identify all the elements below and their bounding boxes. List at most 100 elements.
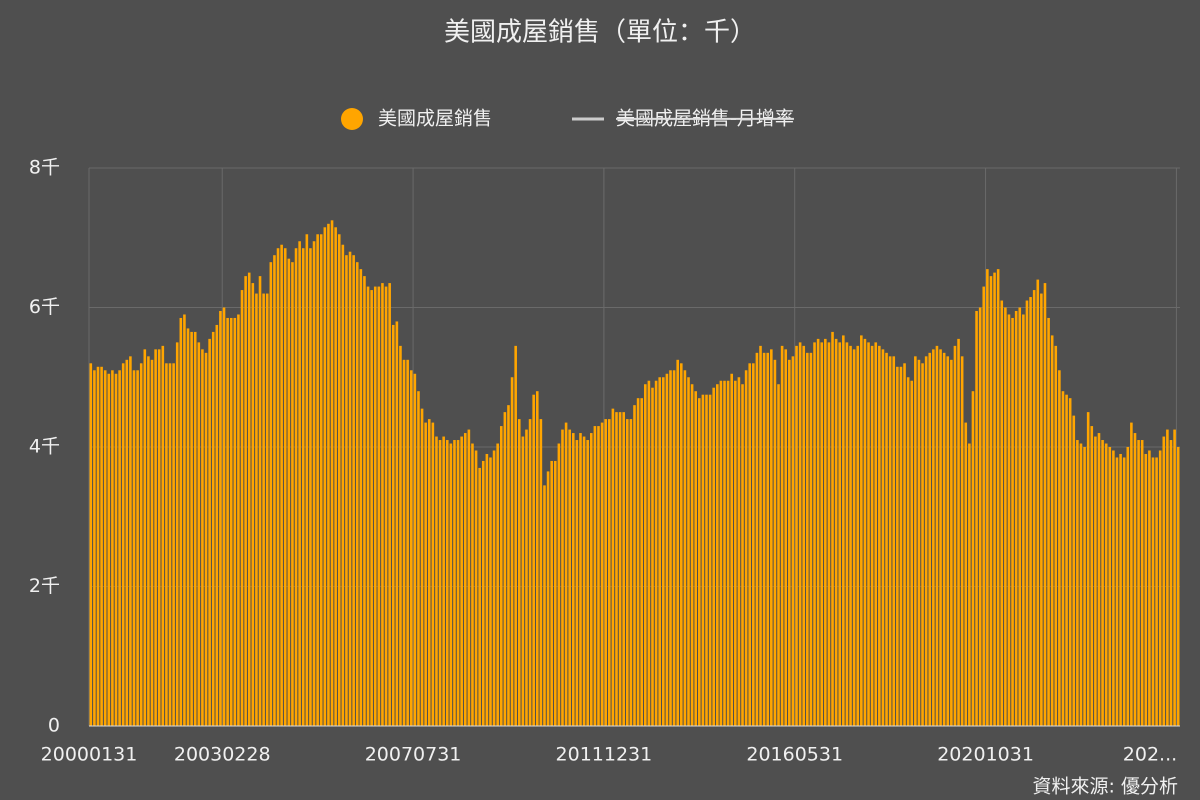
bar	[806, 352, 809, 726]
bar	[517, 419, 521, 726]
bar	[798, 342, 802, 726]
bar	[229, 317, 233, 726]
bar	[370, 290, 373, 726]
legend-marker	[341, 108, 363, 130]
bar	[510, 377, 514, 726]
bar	[885, 352, 888, 726]
bar	[986, 269, 989, 726]
bar	[809, 352, 813, 726]
bar	[957, 338, 960, 726]
bar	[665, 373, 669, 726]
bar	[100, 366, 103, 726]
bar	[125, 359, 129, 726]
bar	[788, 359, 791, 726]
bar	[438, 440, 442, 726]
bar	[906, 377, 910, 726]
bar	[175, 342, 179, 726]
bar	[298, 241, 301, 727]
legend-item[interactable]: 美國成屋銷售-月增率	[572, 108, 794, 130]
bar	[247, 272, 251, 726]
bar	[233, 317, 237, 726]
bar	[780, 345, 784, 726]
bar	[946, 356, 950, 726]
bar	[899, 366, 903, 726]
bar	[496, 443, 499, 726]
bar	[1022, 314, 1025, 726]
bar	[532, 394, 535, 726]
bar	[914, 356, 917, 726]
bar	[870, 345, 874, 726]
bar	[759, 345, 762, 726]
bar	[283, 248, 287, 726]
bar	[1176, 447, 1180, 726]
bar	[687, 377, 690, 726]
bar	[442, 436, 445, 726]
bar	[593, 426, 597, 726]
bar	[813, 342, 816, 726]
bar	[741, 384, 744, 726]
bar	[1050, 335, 1054, 726]
bar	[157, 349, 161, 726]
bar	[485, 453, 489, 726]
bar	[878, 345, 881, 726]
bar	[211, 331, 215, 726]
bar	[1025, 300, 1029, 726]
bar	[359, 269, 363, 726]
bar	[939, 349, 942, 726]
bar	[319, 234, 323, 726]
bar	[449, 443, 453, 726]
bar	[579, 433, 582, 726]
bar	[1144, 453, 1148, 726]
bar	[489, 457, 492, 726]
y-tick-label: 4千	[29, 436, 60, 458]
bar	[571, 433, 575, 726]
bar	[1047, 317, 1050, 726]
bar	[852, 349, 856, 726]
bar	[273, 255, 276, 726]
legend-item[interactable]: 美國成屋銷售	[341, 108, 492, 131]
bar	[896, 366, 899, 726]
bar	[204, 352, 208, 726]
bar	[676, 359, 680, 726]
bar	[622, 412, 625, 726]
bar	[874, 342, 878, 726]
bar	[1130, 422, 1133, 726]
bar	[662, 377, 665, 726]
bar	[978, 307, 982, 726]
bar	[791, 356, 795, 726]
bar	[276, 248, 280, 726]
bar	[1169, 440, 1173, 726]
bar	[1158, 450, 1162, 726]
bar	[1083, 447, 1086, 726]
bar	[1151, 457, 1155, 726]
bar	[917, 359, 921, 726]
bar	[950, 359, 953, 726]
bar	[993, 272, 996, 726]
bar	[586, 440, 589, 726]
bar	[161, 345, 165, 726]
x-tick-label: 20000131	[41, 744, 138, 766]
bar	[107, 373, 111, 726]
bar	[301, 248, 305, 726]
x-tick-label: 20070731	[365, 744, 462, 766]
bar	[186, 328, 190, 726]
bar	[831, 331, 834, 726]
bar	[762, 352, 766, 726]
bar	[964, 422, 968, 726]
bar	[1004, 307, 1007, 726]
bar	[348, 251, 352, 726]
bar	[975, 310, 978, 726]
bar	[1119, 453, 1122, 726]
bar	[1133, 433, 1137, 726]
bar	[406, 359, 409, 726]
bar	[294, 248, 298, 726]
bar	[96, 366, 100, 726]
bar	[136, 370, 139, 726]
bar	[1126, 447, 1130, 726]
x-tick-label: 20160531	[746, 744, 843, 766]
bar	[1094, 436, 1097, 726]
bar	[589, 433, 593, 726]
bar	[381, 283, 384, 726]
bar	[525, 429, 528, 726]
